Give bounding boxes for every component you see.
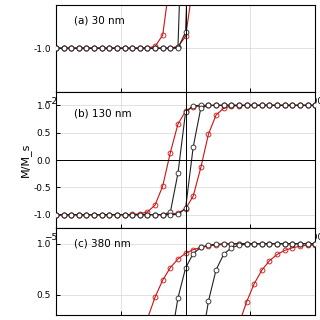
Text: (a) 30 nm: (a) 30 nm — [74, 15, 125, 25]
Text: (c) 380 nm: (c) 380 nm — [74, 239, 131, 249]
Y-axis label: M/M_s: M/M_s — [20, 143, 31, 177]
Text: (b) 130 nm: (b) 130 nm — [74, 108, 132, 118]
